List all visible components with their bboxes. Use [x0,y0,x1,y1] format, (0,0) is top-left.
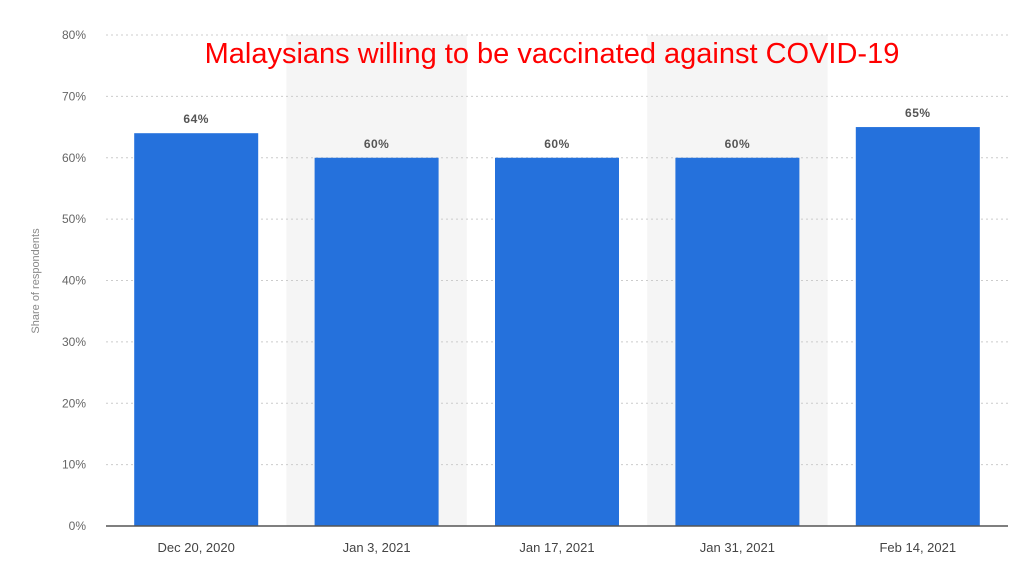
bar [314,157,439,526]
chart-title: Malaysians willing to be vaccinated agai… [205,38,900,70]
y-tick-label: 10% [62,458,86,472]
y-tick-label: 30% [62,335,86,349]
x-tick-label: Dec 20, 2020 [158,540,235,555]
y-tick-label: 60% [62,151,86,165]
bar-value-label: 60% [364,137,390,151]
y-tick-label: 70% [62,89,86,103]
bar-value-label: 60% [544,137,570,151]
x-axis-ticks: Dec 20, 2020 Jan 3, 2021 Jan 17, 2021 Jan 3… [158,540,957,555]
y-tick-label: 20% [62,396,86,410]
bar-value-label: 60% [725,137,751,151]
x-tick-label: Jan 3, 2021 [343,540,411,555]
bar [134,133,259,526]
y-axis-ticks: 0% 10% 20% 30% 40% 50% 60% 70% 80% [62,28,86,533]
y-axis-title: Share of respondents [30,228,42,334]
y-tick-label: 80% [62,28,86,42]
y-tick-label: 40% [62,274,86,288]
bar [675,157,800,526]
x-tick-label: Jan 17, 2021 [519,540,594,555]
x-tick-label: Feb 14, 2021 [879,540,956,555]
bar [495,157,619,526]
bar [855,127,980,526]
y-tick-label: 50% [62,212,86,226]
y-tick-label: 0% [69,519,87,533]
data-labels: 64% 60% 60% 60% 65% [183,106,930,151]
bar-value-label: 65% [905,106,931,120]
bars [134,127,980,526]
bar-value-label: 64% [183,112,209,126]
x-tick-label: Jan 31, 2021 [700,540,775,555]
